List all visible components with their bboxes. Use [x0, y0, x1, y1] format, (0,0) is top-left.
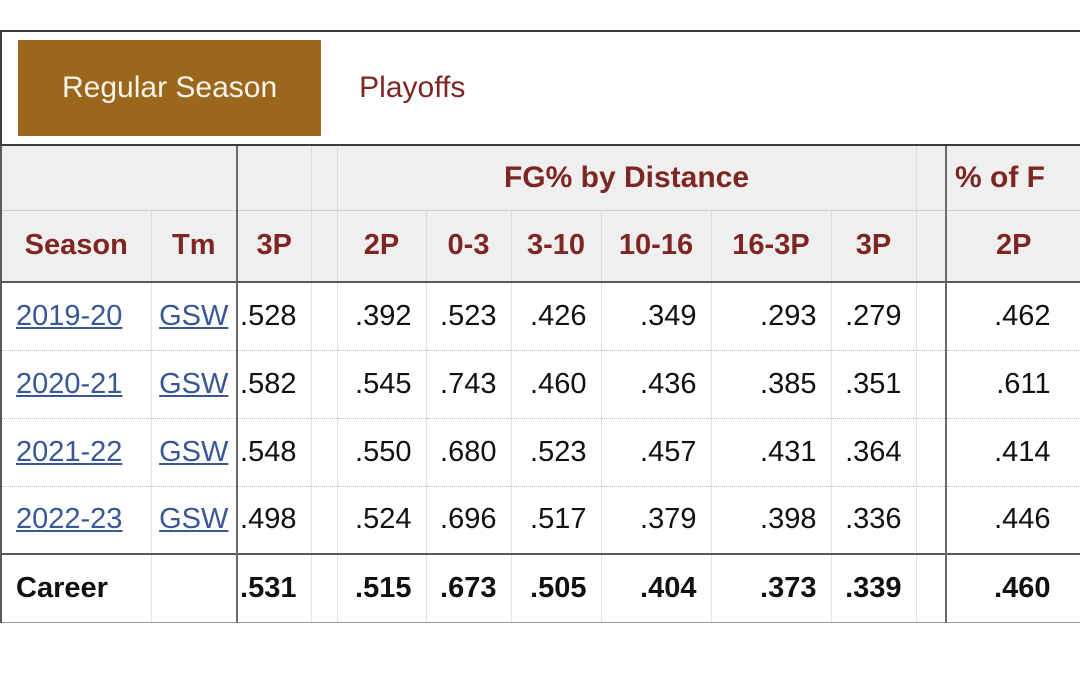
season-link[interactable]: 2020-21	[16, 367, 123, 400]
stat-3p: .548	[237, 418, 312, 487]
spacer-cell	[916, 350, 948, 419]
stat-3-10: .426	[511, 282, 602, 351]
col-header-10-16: 10-16	[601, 210, 712, 283]
spacer-cell	[311, 146, 338, 211]
spacer-cell	[916, 553, 948, 623]
stat-10-16: .436	[601, 350, 712, 419]
table-row: 2022-23 GSW .498 .524 .696 .517 .379 .39…	[1, 486, 1080, 555]
stat-2p: .545	[337, 350, 427, 419]
team-link[interactable]: GSW	[159, 435, 229, 468]
group-header-row: FG% by Distance % of F	[1, 146, 1080, 211]
stat-3-10: .517	[511, 486, 602, 555]
column-header-row: Season Tm 3P 2P 0-3 3-10 10-16 16-3P 3P …	[1, 210, 1080, 283]
stat-2p: .515	[337, 553, 427, 623]
spacer-cell	[916, 210, 948, 283]
stat-10-16: .404	[601, 553, 712, 623]
season-link[interactable]: 2021-22	[16, 435, 123, 468]
col-header-3-10: 3-10	[511, 210, 602, 283]
group-blank-3p	[237, 146, 312, 211]
career-row: Career .531 .515 .673 .505 .404 .373 .33…	[1, 553, 1080, 623]
stat-2p: .550	[337, 418, 427, 487]
stat-3p: .528	[237, 282, 312, 351]
stat-3p-dist: .279	[831, 282, 917, 351]
stat-16-3p: .431	[711, 418, 832, 487]
spacer-cell	[311, 210, 338, 283]
stat-3-10: .505	[511, 553, 602, 623]
team-link[interactable]: GSW	[159, 367, 229, 400]
stat-3p-dist: .339	[831, 553, 917, 623]
stat-16-3p: .293	[711, 282, 832, 351]
stat-10-16: .457	[601, 418, 712, 487]
stat-pct-2p: .460	[946, 553, 1080, 623]
col-header-3p: 3P	[237, 210, 312, 283]
col-header-pct-2p: 2P	[946, 210, 1080, 283]
stat-0-3: .680	[426, 418, 512, 487]
season-link[interactable]: 2019-20	[16, 299, 123, 332]
spacer-cell	[311, 553, 338, 623]
col-header-3p-dist: 3P	[831, 210, 917, 283]
table-row: 2019-20 GSW .528 .392 .523 .426 .349 .29…	[1, 282, 1080, 351]
team-cell: GSW	[151, 350, 238, 419]
season-link[interactable]: 2022-23	[16, 503, 123, 536]
spacer-cell	[916, 282, 948, 351]
col-header-2p: 2P	[337, 210, 427, 283]
group-pct-of-fga: % of F	[946, 146, 1080, 211]
stat-pct-2p: .446	[946, 486, 1080, 555]
career-team-cell	[151, 553, 238, 623]
stat-3p: .498	[237, 486, 312, 555]
team-cell: GSW	[151, 282, 238, 351]
spacer-cell	[311, 282, 338, 351]
spacer-cell	[311, 486, 338, 555]
col-header-16-3p: 16-3P	[711, 210, 832, 283]
table-row: 2021-22 GSW .548 .550 .680 .523 .457 .43…	[1, 418, 1080, 487]
team-cell: GSW	[151, 418, 238, 487]
stat-3p-dist: .351	[831, 350, 917, 419]
tab-playoffs[interactable]: Playoffs	[359, 71, 466, 104]
stat-0-3: .523	[426, 282, 512, 351]
col-header-0-3: 0-3	[426, 210, 512, 283]
col-header-tm: Tm	[151, 210, 238, 283]
stat-pct-2p: .414	[946, 418, 1080, 487]
stat-10-16: .349	[601, 282, 712, 351]
stat-0-3: .673	[426, 553, 512, 623]
group-blank-season-tm	[1, 146, 238, 211]
season-cell: 2021-22	[1, 418, 152, 487]
team-link[interactable]: GSW	[159, 503, 229, 536]
stat-0-3: .743	[426, 350, 512, 419]
stat-pct-2p: .462	[946, 282, 1080, 351]
group-fg-by-distance: FG% by Distance	[337, 146, 917, 211]
stat-0-3: .696	[426, 486, 512, 555]
spacer-cell	[916, 146, 948, 211]
shooting-stats-table: FG% by Distance % of F Season Tm 3P 2P 0…	[0, 146, 1080, 623]
stat-3-10: .523	[511, 418, 602, 487]
team-link[interactable]: GSW	[159, 299, 229, 332]
stat-2p: .524	[337, 486, 427, 555]
stat-pct-2p: .611	[946, 350, 1080, 419]
stat-16-3p: .385	[711, 350, 832, 419]
tab-regular-season[interactable]: Regular Season	[18, 40, 322, 136]
season-cell: 2020-21	[1, 350, 152, 419]
stat-3p: .531	[237, 553, 312, 623]
season-cell: 2019-20	[1, 282, 152, 351]
season-cell: 2022-23	[1, 486, 152, 555]
stat-3-10: .460	[511, 350, 602, 419]
stat-2p: .392	[337, 282, 427, 351]
table-row: 2020-21 GSW .582 .545 .743 .460 .436 .38…	[1, 350, 1080, 419]
team-cell: GSW	[151, 486, 238, 555]
career-label: Career	[1, 553, 152, 623]
spacer-cell	[311, 418, 338, 487]
stat-16-3p: .398	[711, 486, 832, 555]
stat-3p: .582	[237, 350, 312, 419]
stat-3p-dist: .364	[831, 418, 917, 487]
spacer-cell	[311, 350, 338, 419]
stat-3p-dist: .336	[831, 486, 917, 555]
spacer-cell	[916, 486, 948, 555]
stat-16-3p: .373	[711, 553, 832, 623]
stat-10-16: .379	[601, 486, 712, 555]
spacer-cell	[916, 418, 948, 487]
tab-bar: Regular Season Playoffs	[0, 30, 1080, 146]
col-header-season: Season	[1, 210, 152, 283]
